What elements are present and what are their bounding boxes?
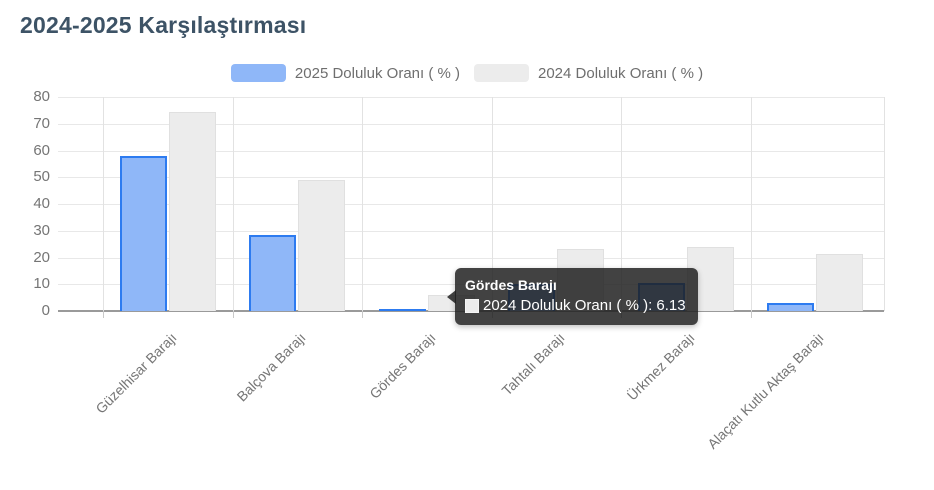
tooltip-arrow-icon <box>447 290 456 304</box>
gridline-y-60 <box>58 150 884 152</box>
legend-swatch-2024-icon <box>474 64 529 82</box>
gridline-x-4 <box>621 97 622 311</box>
bar-2024-6[interactable] <box>816 253 864 311</box>
bar-2025-3[interactable] <box>378 309 426 311</box>
x-category-label-4: Tahtalı Barajı <box>498 329 568 399</box>
gridline-x-5 <box>750 97 752 311</box>
x-tick-mark-2 <box>362 311 363 318</box>
gridline-y-30 <box>58 230 884 232</box>
x-category-label-1: Güzelhisar Barajı <box>92 329 180 417</box>
gridline-y-80 <box>58 97 884 98</box>
y-tick-label-40: 40 <box>33 195 50 212</box>
y-axis-labels: 0 10 20 30 40 50 60 70 80 <box>0 0 52 490</box>
plot-area <box>58 97 885 318</box>
gridline-x-2 <box>362 97 363 311</box>
y-tick-label-30: 30 <box>33 221 50 239</box>
page-title: 2024-2025 Karşılaştırması <box>20 12 307 38</box>
x-category-label-2: Balçova Barajı <box>233 329 309 405</box>
bar-2025-6[interactable] <box>767 302 815 311</box>
y-tick-label-20: 20 <box>33 248 50 266</box>
bar-2025-1[interactable] <box>119 155 167 311</box>
gridline-x-3 <box>491 97 493 311</box>
tooltip: Gördes Barajı 2024 Doluluk Oranı ( % ): … <box>447 268 698 325</box>
gridline-x-0 <box>103 97 104 311</box>
legend-item-2024: 2024 Doluluk Oranı ( % ) <box>474 64 703 82</box>
gridline-x-6 <box>884 97 885 311</box>
y-tick-label-80: 80 <box>33 88 50 105</box>
gridline-y-40 <box>58 204 884 205</box>
bar-2024-2[interactable] <box>298 179 346 311</box>
bar-2025-2[interactable] <box>249 234 297 311</box>
y-tick-label-10: 10 <box>33 275 50 293</box>
tooltip-row: 2024 Doluluk Oranı ( % ): 6.13 <box>465 295 686 317</box>
legend-item-2025: 2025 Doluluk Oranı ( % ) <box>230 64 460 82</box>
tooltip-title: Gördes Barajı <box>465 277 557 293</box>
tooltip-series-swatch-icon <box>465 299 479 313</box>
x-category-label-3: Gördes Barajı <box>366 329 439 402</box>
legend-swatch-2025-icon <box>230 64 286 82</box>
y-tick-label-0: 0 <box>41 302 50 319</box>
tooltip-series-value: 2024 Doluluk Oranı ( % ): 6.13 <box>483 297 686 314</box>
gridline-y-50 <box>58 177 884 179</box>
gridline-y-20 <box>58 257 884 259</box>
x-tick-mark-5 <box>750 311 752 318</box>
y-tick-label-60: 60 <box>33 141 50 159</box>
x-tick-mark-1 <box>232 311 234 318</box>
x-category-label-6: Alaçatı Kutlu Aktaş Barajı <box>704 329 827 452</box>
legend-label-2024: 2024 Doluluk Oranı ( % ) <box>538 64 704 82</box>
chart-legend: 2025 Doluluk Oranı ( % ) 2024 Doluluk Or… <box>0 64 934 82</box>
x-category-label-5: Ürkmez Barajı <box>623 329 698 404</box>
gridline-y-70 <box>58 123 884 125</box>
x-tick-mark-0 <box>103 311 104 318</box>
gridline-x-1 <box>232 97 234 311</box>
legend-label-2025: 2025 Doluluk Oranı ( % ) <box>294 64 460 82</box>
y-tick-label-70: 70 <box>33 114 50 132</box>
bar-2024-1[interactable] <box>168 111 216 311</box>
y-tick-label-50: 50 <box>33 168 50 186</box>
